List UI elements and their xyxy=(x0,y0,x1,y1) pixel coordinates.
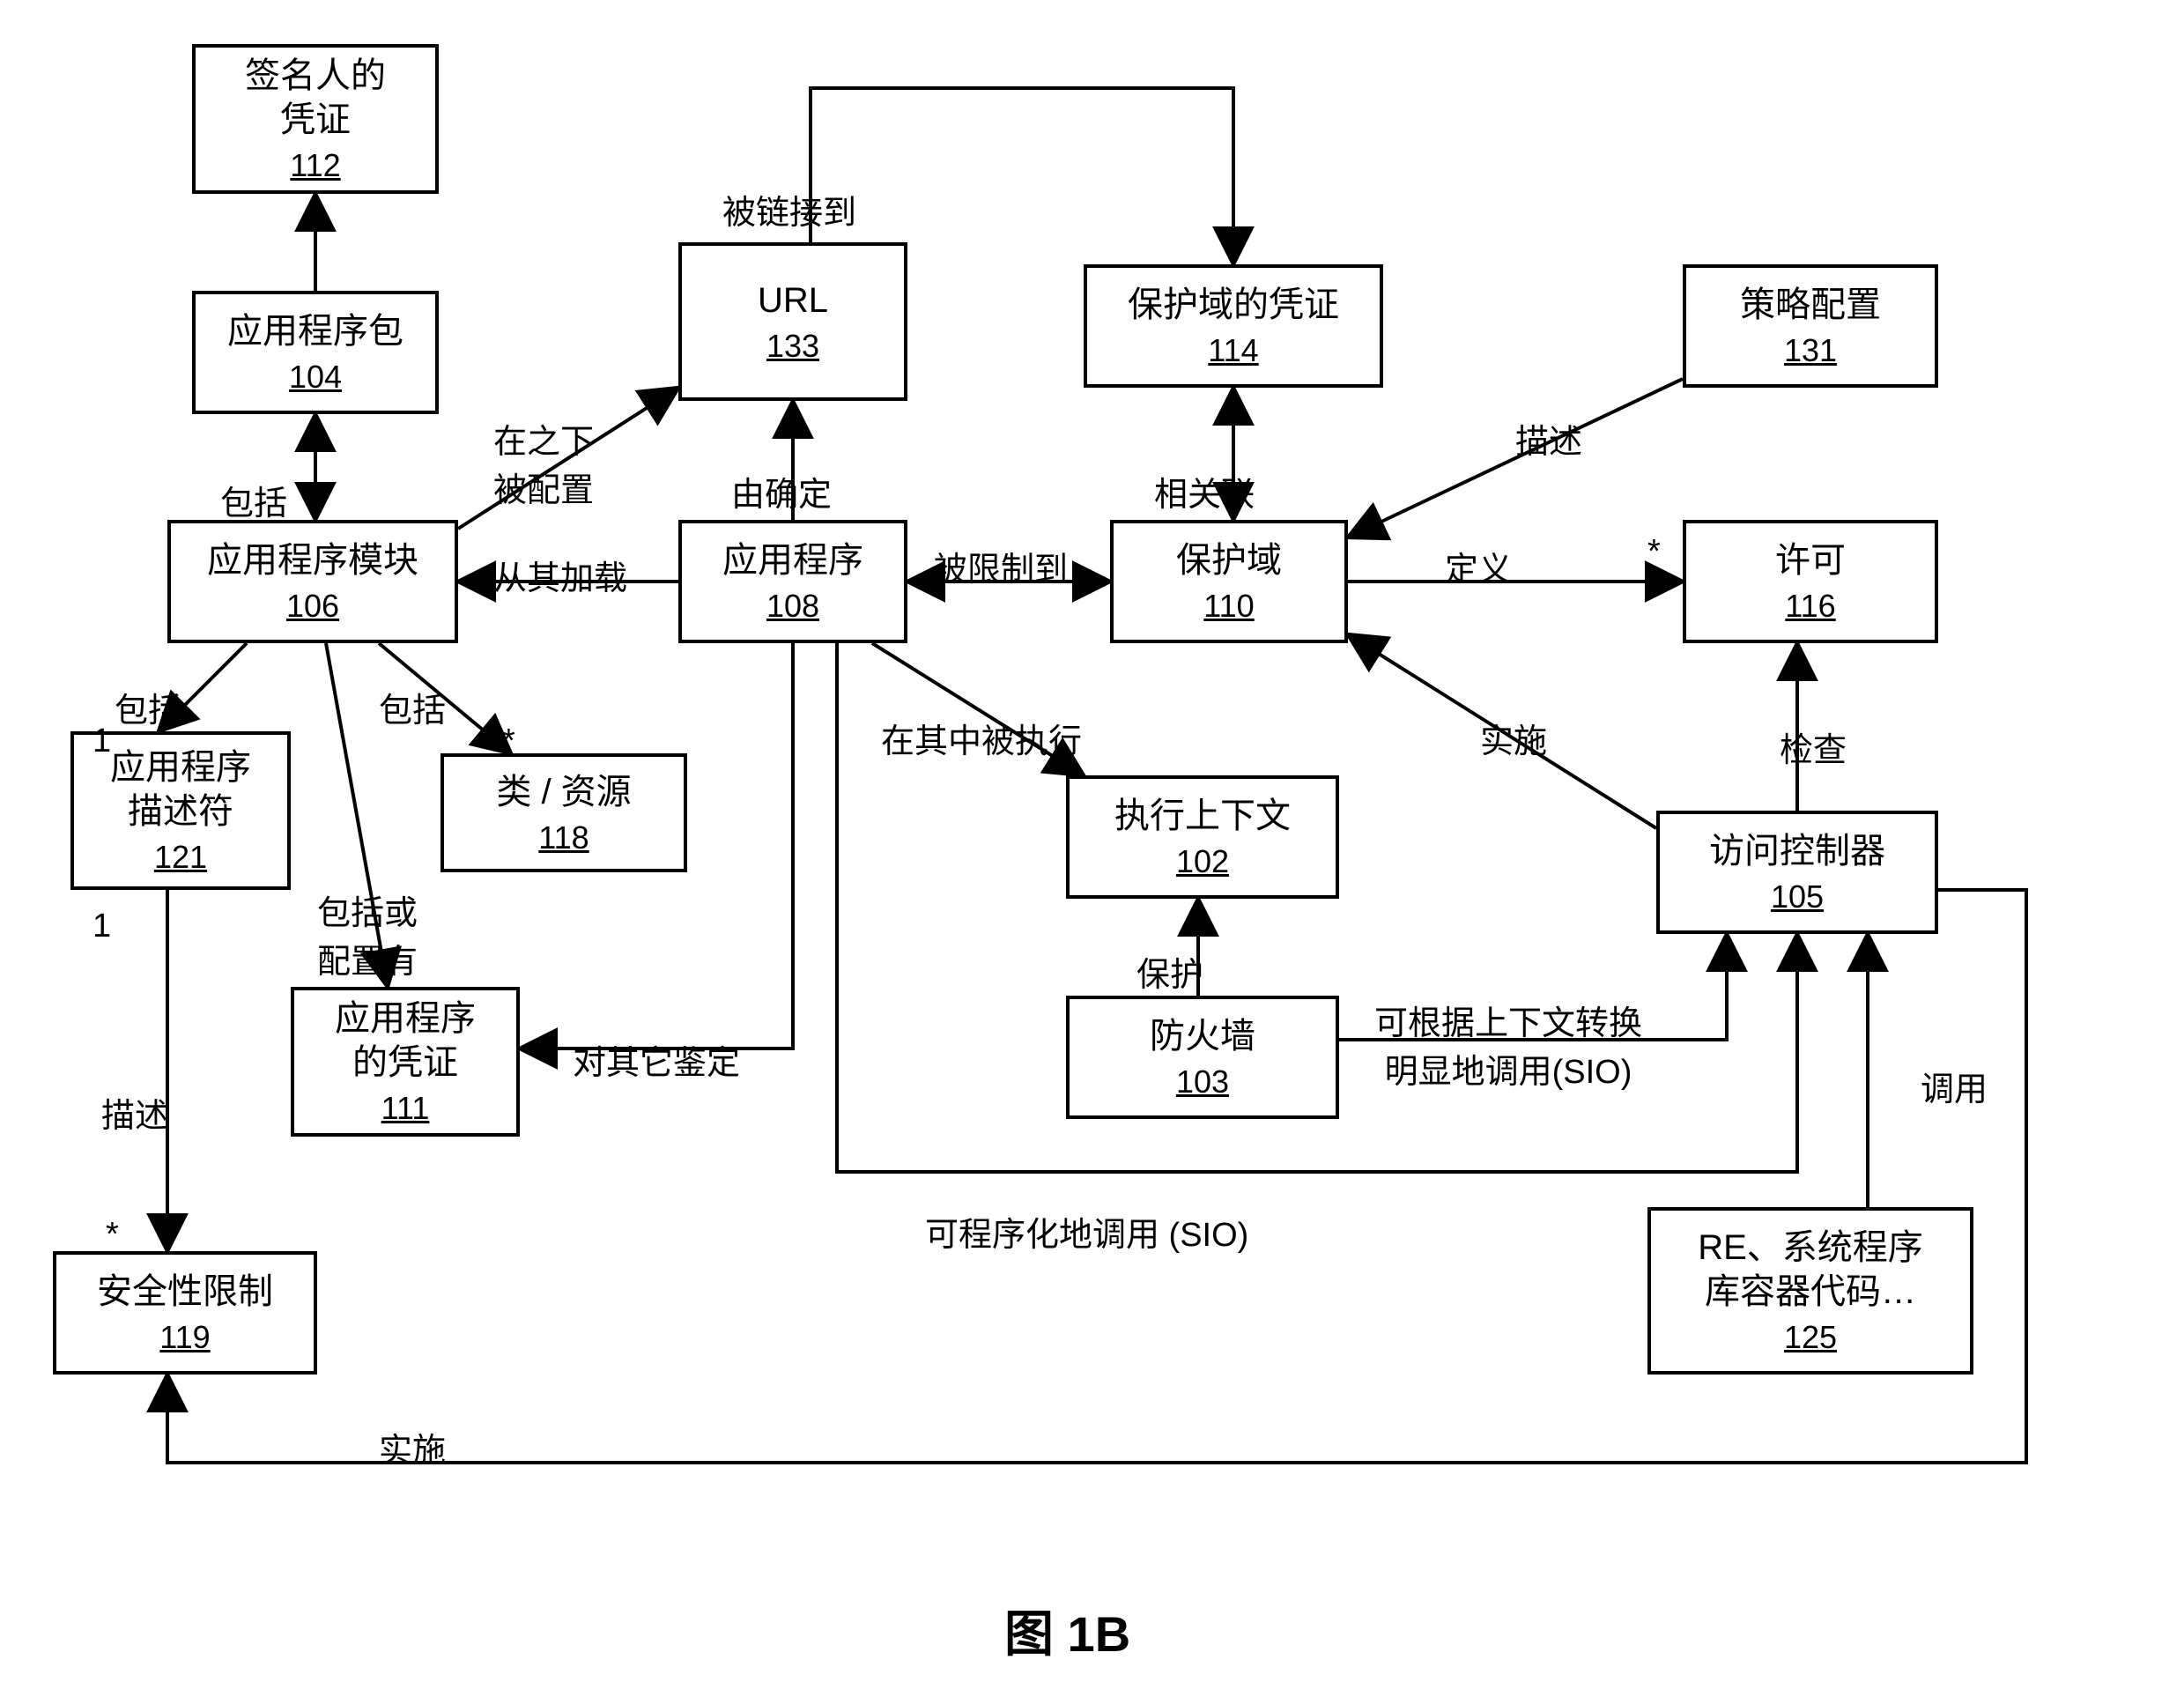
node-app-package: 应用程序包 104 xyxy=(192,291,439,414)
node-app-credentials: 应用程序 的凭证 111 xyxy=(291,987,520,1137)
node-id: 105 xyxy=(1771,878,1824,915)
node-id: 131 xyxy=(1784,332,1837,369)
node-label: 应用程序包 xyxy=(227,309,403,353)
node-label: 策略配置 xyxy=(1740,283,1881,327)
edge-label-linked-to: 被链接到 xyxy=(722,185,856,233)
node-label: 保护域的凭证 xyxy=(1128,283,1339,327)
node-permission: 许可 116 xyxy=(1683,520,1938,643)
edge-label-load-from: 从其加载 xyxy=(493,551,627,599)
node-id: 125 xyxy=(1784,1319,1837,1356)
edge-label-restricted-to: 被限制到 xyxy=(934,542,1068,590)
edge-label-determined-by: 由确定 xyxy=(731,467,832,515)
edge-label-protects: 保护 xyxy=(1136,947,1203,996)
node-re-system-code: RE、系统程序 库容器代码… 125 xyxy=(1647,1207,1973,1375)
node-application: 应用程序 108 xyxy=(678,520,907,643)
node-id: 133 xyxy=(766,328,819,365)
edge-label-describes-2: 描述 xyxy=(101,1088,168,1137)
node-exec-context: 执行上下文 102 xyxy=(1066,775,1339,899)
node-security-restriction: 安全性限制 119 xyxy=(53,1251,317,1375)
node-label: 访问控制器 xyxy=(1709,829,1885,873)
edge-e105_119 xyxy=(167,890,2026,1463)
node-app-module: 应用程序模块 106 xyxy=(167,520,458,643)
node-label: 许可 xyxy=(1775,538,1846,582)
node-label: 应用程序 的凭证 xyxy=(335,997,476,1085)
node-label: 保护域 xyxy=(1176,538,1282,582)
edge-label-checks: 检查 xyxy=(1780,723,1847,771)
node-url: URL 133 xyxy=(678,242,907,401)
edge-label-implements-2: 实施 xyxy=(379,1423,446,1471)
node-label: 防火墙 xyxy=(1150,1014,1255,1058)
edge-label-associated: 相关联 xyxy=(1154,467,1255,515)
node-label: 类 / 资源 xyxy=(496,770,631,814)
node-label: 安全性限制 xyxy=(97,1270,273,1314)
node-label: RE、系统程序 库容器代码… xyxy=(1698,1226,1923,1314)
node-id: 114 xyxy=(1208,332,1258,369)
edge-label-star-1: * xyxy=(1647,533,1661,571)
edge-label-implements-1: 实施 xyxy=(1480,714,1547,762)
edge-label-program-sio: 可程序化地调用 (SIO) xyxy=(925,1207,1248,1256)
edge-label-one-1: 1 xyxy=(93,723,111,760)
node-id: 116 xyxy=(1785,588,1835,625)
edge-label-star-3: * xyxy=(106,1216,119,1254)
node-label: 应用程序模块 xyxy=(207,538,418,582)
node-id: 111 xyxy=(381,1090,430,1127)
node-policy-config: 策略配置 131 xyxy=(1683,264,1938,388)
edge-label-invokes: 调用 xyxy=(1921,1062,1988,1110)
node-label: URL xyxy=(758,278,828,322)
edge-label-include-2: 包括 xyxy=(115,683,181,731)
node-signer-credentials: 签名人的 凭证 112 xyxy=(192,44,439,194)
edge-label-include-or-config: 包括或 配置有 xyxy=(317,886,418,982)
node-label: 签名人的 凭证 xyxy=(245,54,386,142)
node-id: 112 xyxy=(290,147,340,184)
node-id: 106 xyxy=(286,588,339,625)
node-access-controller: 访问控制器 105 xyxy=(1656,811,1938,934)
node-id: 121 xyxy=(154,839,207,876)
node-label: 应用程序 xyxy=(722,538,863,582)
node-id: 110 xyxy=(1203,588,1254,625)
node-class-resource: 类 / 资源 118 xyxy=(441,753,687,872)
node-id: 103 xyxy=(1176,1063,1229,1100)
edge-label-one-2: 1 xyxy=(93,908,111,945)
edge-label-auth-others: 对其它鉴定 xyxy=(573,1035,740,1084)
node-id: 104 xyxy=(289,359,342,396)
edge-label-star-2: * xyxy=(502,723,515,760)
node-id: 118 xyxy=(538,819,589,856)
edge-label-include-1: 包括 xyxy=(220,476,287,524)
edge-label-include-3: 包括 xyxy=(379,683,446,731)
node-label: 应用程序 描述符 xyxy=(110,745,251,834)
node-id: 102 xyxy=(1176,843,1229,880)
node-id: 119 xyxy=(159,1319,210,1356)
edge-label-configured-under: 在之下 被配置 xyxy=(493,414,594,511)
edge-e133_114 xyxy=(811,88,1233,264)
edge-label-executed-in: 在其中被执行 xyxy=(881,714,1082,762)
node-firewall: 防火墙 103 xyxy=(1066,996,1339,1119)
node-protection-domain: 保护域 110 xyxy=(1110,520,1348,643)
node-label: 执行上下文 xyxy=(1114,794,1291,838)
edge-label-context-sio: 可根据上下文转换 明显地调用(SIO) xyxy=(1374,996,1642,1093)
node-domain-credentials: 保护域的凭证 114 xyxy=(1084,264,1383,388)
edge-label-describes: 描述 xyxy=(1515,414,1582,463)
edge-label-defines: 定义 xyxy=(1445,542,1512,590)
node-id: 108 xyxy=(766,588,819,625)
figure-caption: 图 1B xyxy=(1004,1595,1130,1666)
